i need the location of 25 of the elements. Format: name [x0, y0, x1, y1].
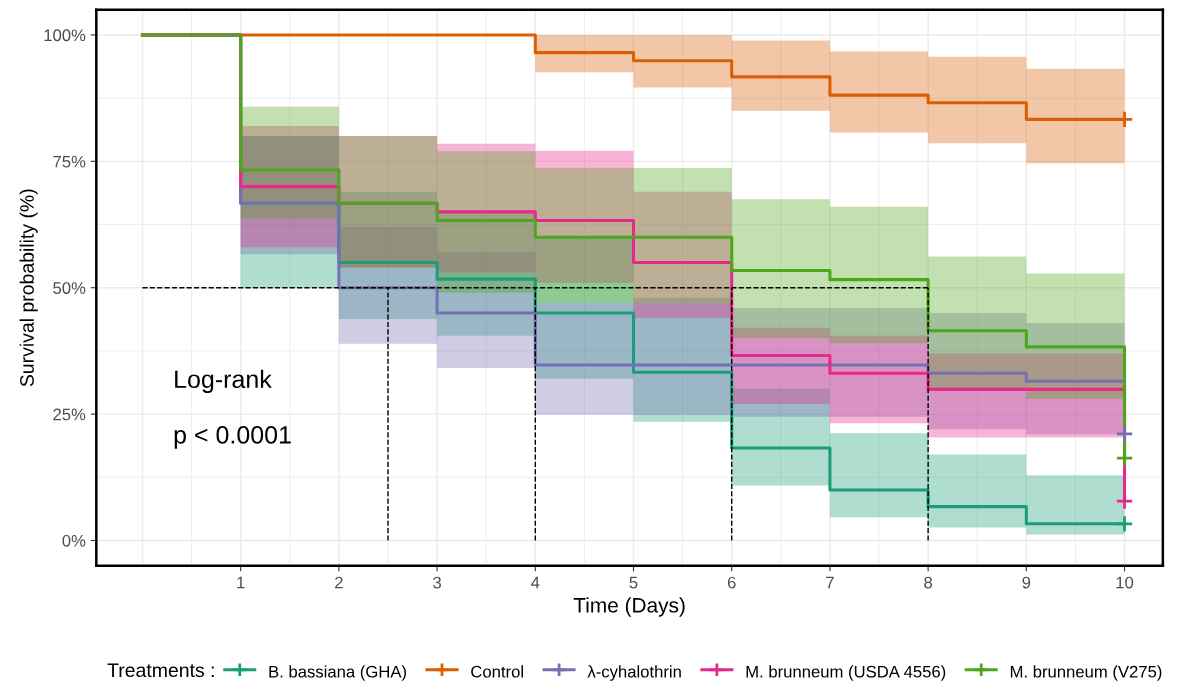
x-tick-label: 1 [237, 576, 245, 589]
y-tick-label: 100% [44, 29, 86, 42]
y-tick-label: 0% [62, 534, 86, 547]
y-tick-label: 75% [53, 155, 86, 168]
legend-label: M. brunneum (V275) [1010, 665, 1162, 681]
x-tick-label: 7 [826, 576, 834, 589]
x-tick-label: 3 [433, 576, 441, 589]
x-tick-label: 6 [727, 576, 736, 589]
legend-label: M. brunneum (USDA 4556) [746, 665, 946, 681]
x-tick-label: 4 [531, 576, 540, 589]
legend-label: Control [471, 665, 523, 678]
annotation: Log-rank [175, 369, 272, 394]
x-tick-label: 10 [1116, 576, 1134, 589]
y-axis-title: Survival probability (%) [19, 189, 38, 387]
x-axis-title: Time (Days) [573, 597, 685, 617]
x-tick-label: 9 [1022, 576, 1031, 589]
legend-title: Treatments : [107, 663, 214, 678]
y-tick-label: 50% [53, 282, 86, 294]
annotation: p < 0.0001 [174, 425, 291, 449]
x-tick-label: 5 [629, 576, 638, 589]
legend-label: λ-cyhalothrin [587, 665, 681, 681]
x-tick-label: 2 [335, 576, 343, 589]
legend-label: B. bassiana (GHA) [269, 665, 406, 681]
y-tick-label: 25% [53, 408, 86, 421]
x-tick-label: 8 [924, 576, 933, 589]
